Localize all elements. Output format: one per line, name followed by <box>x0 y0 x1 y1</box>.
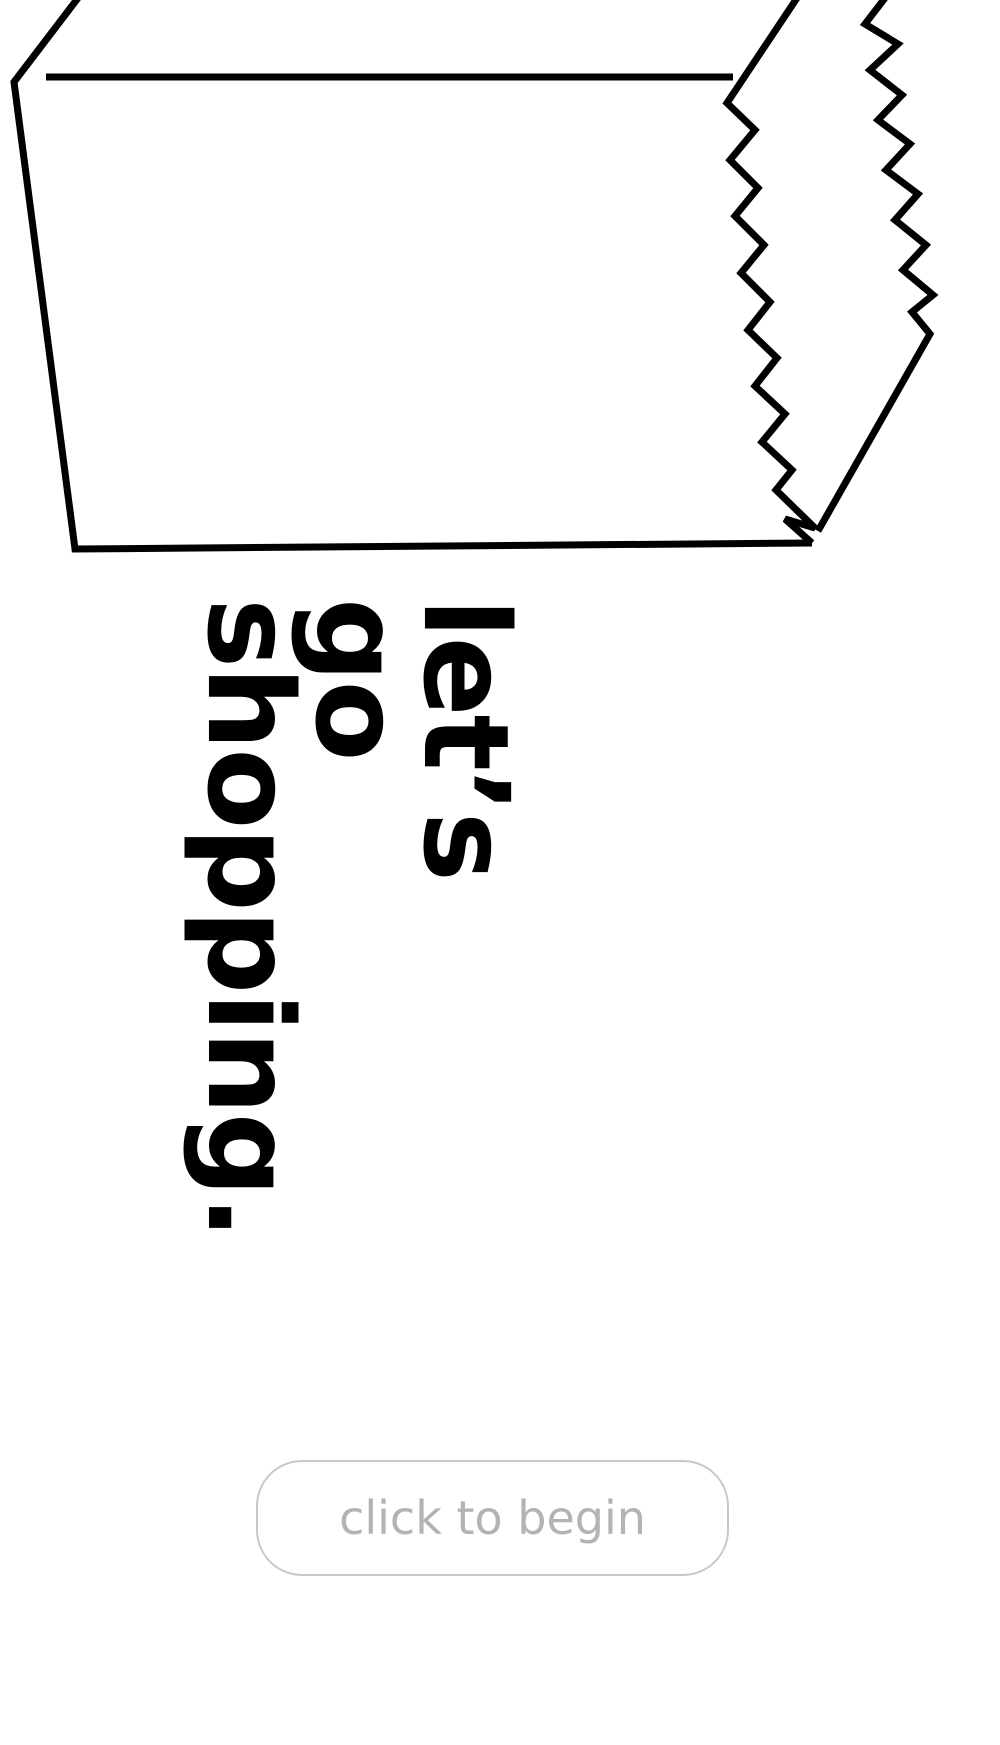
headline-line-1: let’s <box>397 598 535 880</box>
headline-line-2: go <box>289 598 427 760</box>
shopping-bag-icon <box>10 0 939 553</box>
click-to-begin-label: click to begin <box>339 1491 646 1545</box>
bag-back-zigzag <box>814 0 939 533</box>
bag-front-zigzag <box>722 0 818 546</box>
bag-outline-edge <box>10 0 813 553</box>
headline-line-3: shopping. <box>181 598 319 1238</box>
headline: let’s go shopping. <box>181 598 535 1238</box>
click-to-begin-button[interactable]: click to begin <box>256 1460 729 1576</box>
